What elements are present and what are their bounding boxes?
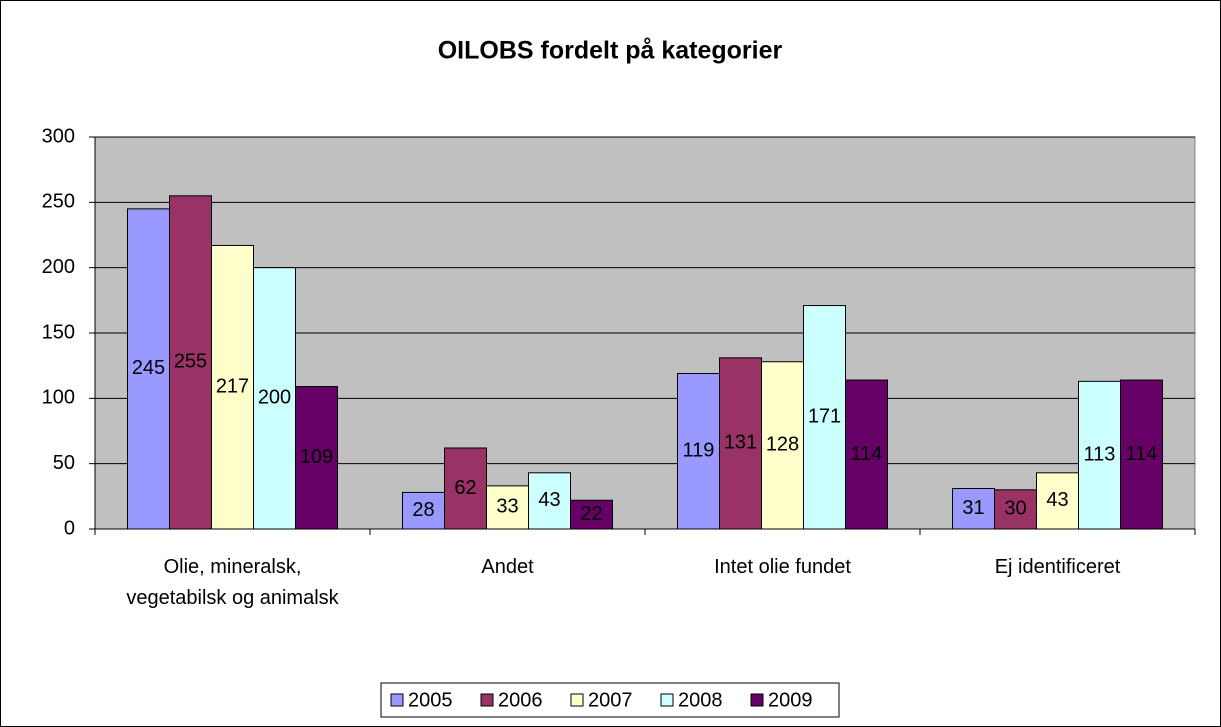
value-label: 217 <box>216 376 249 398</box>
value-label: 114 <box>851 443 883 465</box>
bar <box>1078 380 1121 530</box>
legend-swatch <box>390 693 404 707</box>
legend-label: 2005 <box>408 689 453 711</box>
x-tick-label: Olie, mineralsk, vegetabilsk og animalsk <box>126 556 339 609</box>
x-tick-label: Ej identificeret <box>994 556 1121 578</box>
bar <box>295 386 338 530</box>
bar <box>444 447 487 530</box>
bar <box>803 305 846 530</box>
bar <box>845 379 888 530</box>
value-label: 200 <box>258 387 291 409</box>
y-tick-label: 300 <box>42 125 75 147</box>
bar <box>211 244 254 530</box>
y-tick-label: 250 <box>42 191 75 213</box>
legend-swatch <box>480 693 494 707</box>
y-tick-label: 100 <box>42 387 75 409</box>
bar <box>570 499 613 530</box>
value-label: 255 <box>174 351 207 373</box>
value-label: 131 <box>724 432 757 454</box>
y-tick-label: 150 <box>42 321 75 343</box>
bar <box>169 195 212 530</box>
bar <box>1120 379 1163 530</box>
legend-swatch <box>570 693 584 707</box>
legend-label: 2006 <box>498 689 543 711</box>
y-tick-label: 50 <box>53 452 75 474</box>
value-label: 62 <box>454 477 476 499</box>
value-label: 114 <box>1126 443 1158 465</box>
legend-label: 2008 <box>678 689 723 711</box>
legend-swatch <box>750 693 764 707</box>
bar <box>253 267 296 530</box>
value-label: 43 <box>1046 489 1068 511</box>
value-label: 245 <box>132 357 165 379</box>
x-tick-label: Andet <box>481 556 534 578</box>
y-tick-label: 0 <box>64 517 75 539</box>
bar <box>402 491 445 530</box>
y-tick-label: 200 <box>42 256 75 278</box>
bar <box>677 373 720 530</box>
legend-label: 2009 <box>768 689 813 711</box>
chart-title: OILOBS fordelt på kategorier <box>438 37 783 65</box>
value-label: 171 <box>808 406 841 428</box>
value-label: 113 <box>1084 443 1116 465</box>
legend-label: 2007 <box>588 689 633 711</box>
value-label: 128 <box>766 434 799 456</box>
value-label: 119 <box>683 440 715 462</box>
bar <box>1036 472 1079 530</box>
bar <box>761 361 804 530</box>
x-tick-label: Intet olie fundet <box>714 556 851 578</box>
bar <box>719 357 762 530</box>
value-label: 33 <box>496 496 518 518</box>
value-label: 28 <box>412 499 434 521</box>
value-label: 30 <box>1004 498 1026 520</box>
value-label: 109 <box>300 446 333 468</box>
bar <box>528 472 571 530</box>
bar <box>994 489 1037 530</box>
bar <box>486 485 529 530</box>
legend-swatch <box>660 693 674 707</box>
value-label: 22 <box>580 503 602 525</box>
value-label: 43 <box>538 489 560 511</box>
bar <box>127 208 170 530</box>
value-label: 31 <box>962 497 984 519</box>
